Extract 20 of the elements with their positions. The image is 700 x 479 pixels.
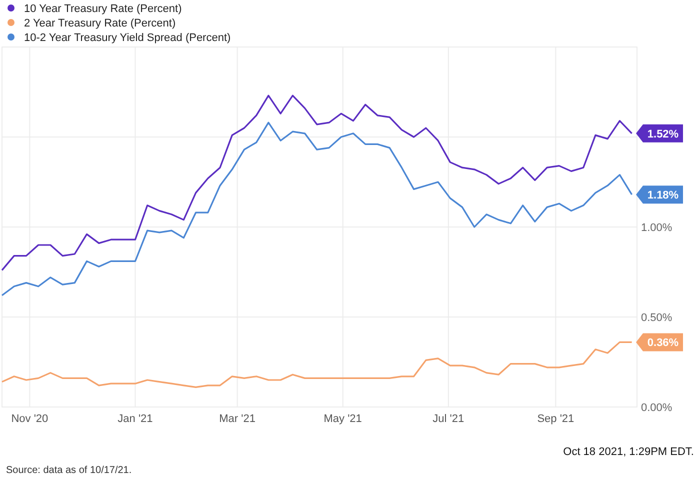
data-label: 1.52%: [647, 128, 679, 140]
data-label: 1.18%: [647, 190, 679, 202]
y-tick-label: 0.50%: [641, 312, 672, 324]
x-tick-label: Nov '20: [11, 413, 48, 425]
x-tick-label: Sep '21: [537, 413, 574, 425]
line-series: [1, 341, 633, 388]
source-note: Source: data as of 10/17/21.: [6, 465, 132, 476]
legend-label: 10 Year Treasury Rate (Percent): [24, 3, 182, 15]
legend-label: 2 Year Treasury Rate (Percent): [24, 18, 176, 30]
y-tick-label: 0.00%: [641, 402, 672, 414]
data-label: 0.36%: [647, 337, 679, 350]
line-series: [1, 94, 633, 271]
y-tick-label: 1.00%: [641, 222, 672, 234]
line-series: [1, 122, 633, 296]
text: Oct 18 2021, 1:29PM EDT.: [563, 446, 694, 458]
x-tick-label: Mar '21: [219, 413, 256, 425]
x-tick-label: Jan '21: [118, 413, 153, 425]
x-tick-label: Jul '21: [432, 413, 464, 425]
legend-label: 10-2 Year Treasury Yield Spread (Percent): [24, 32, 231, 44]
x-tick-label: May '21: [324, 413, 362, 425]
